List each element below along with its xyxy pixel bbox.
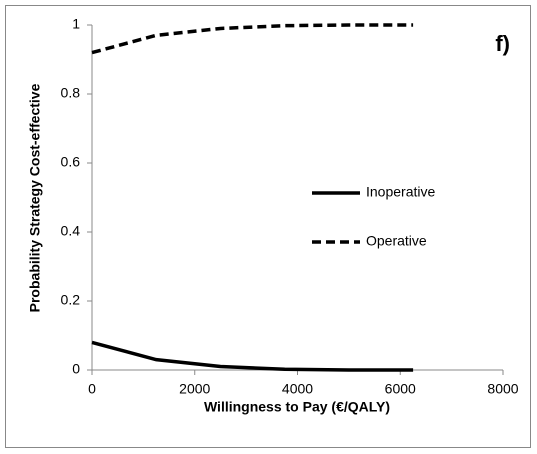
y-tick-label: 1 [72, 16, 80, 32]
x-tick-label: 4000 [282, 381, 313, 397]
y-tick-label: 0.2 [61, 292, 81, 308]
x-tick-label: 2000 [179, 381, 210, 397]
series-line [91, 23, 414, 55]
y-tick-label: 0.6 [61, 154, 81, 170]
x-tick-label: 6000 [385, 381, 416, 397]
x-tick-label: 0 [88, 381, 96, 397]
legend-label: Operative [366, 233, 427, 249]
x-tick-label: 8000 [487, 381, 518, 397]
panel-annotation: f) [495, 31, 510, 56]
x-axis-title: Willingness to Pay (€/QALY) [204, 399, 390, 415]
y-tick-label: 0.8 [61, 85, 81, 101]
series-line [91, 340, 414, 372]
y-tick-label: 0.4 [61, 223, 81, 239]
chart-border [5, 5, 531, 448]
y-axis-title: Probability Strategy Cost-effective [27, 83, 43, 312]
y-tick-label: 0 [72, 361, 80, 377]
legend-label: Inoperative [366, 184, 435, 200]
